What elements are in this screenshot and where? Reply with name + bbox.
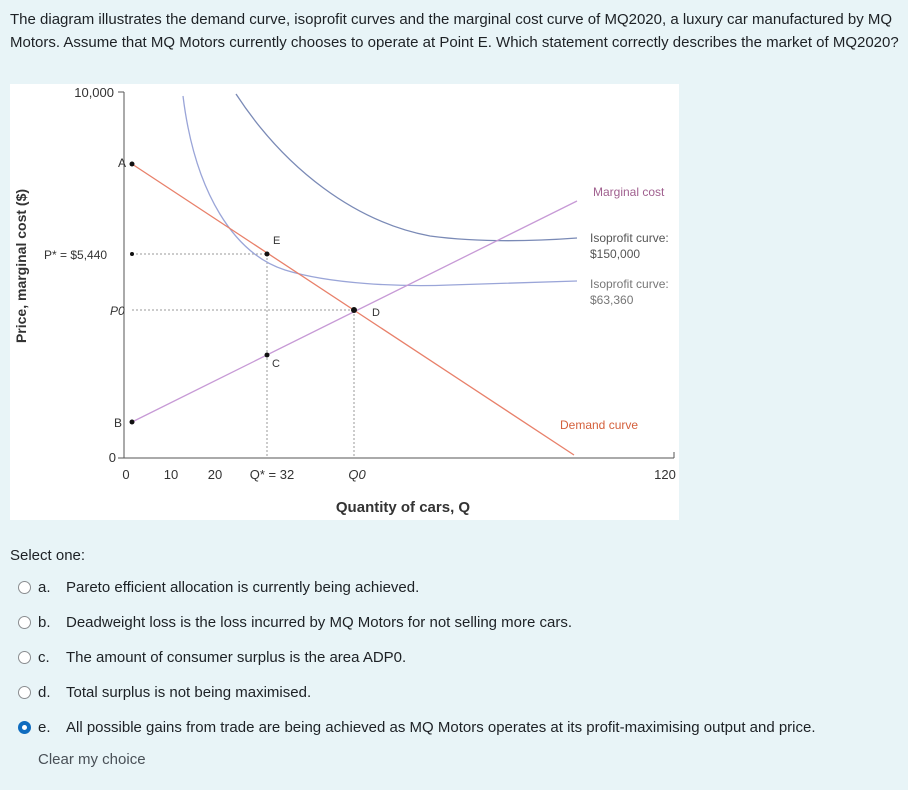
radio-button-c[interactable]	[18, 651, 31, 664]
radio-button-d[interactable]	[18, 686, 31, 699]
isoprofit-high-value: $150,000	[590, 247, 640, 261]
isoprofit-curve-high	[235, 93, 578, 242]
option-e-text: All possible gains from trade are being …	[66, 719, 816, 736]
radio-button-a[interactable]	[18, 581, 31, 594]
x-tick-q-star: Q* = 32	[250, 467, 294, 482]
answer-options: a. Pareto efficient allocation is curren…	[18, 570, 898, 745]
question-text: The diagram illustrates the demand curve…	[10, 11, 899, 51]
p0-label: P0	[110, 304, 125, 318]
point-e-label: E	[273, 235, 280, 247]
y-axis-label: Price, marginal cost ($)	[13, 189, 29, 343]
option-a-letter: a.	[38, 579, 51, 596]
select-one-label: Select one:	[10, 547, 86, 564]
point-d-label: D	[372, 307, 380, 319]
marginal-cost-label: Marginal cost	[593, 185, 665, 199]
radio-button-e[interactable]	[18, 721, 31, 734]
option-d-text: Total surplus is not being maximised.	[66, 684, 312, 701]
diagram-svg: Price, marginal cost ($) 10,000 0 A B E	[13, 85, 676, 516]
isoprofit-high-label: Isoprofit curve:	[590, 231, 669, 245]
p-star-label: P* = $5,440	[44, 248, 107, 262]
point-e-marker	[264, 251, 270, 257]
x-tick-q0: Q0	[348, 467, 366, 482]
point-a-marker	[129, 161, 135, 167]
option-a-text: Pareto efficient allocation is currently…	[66, 579, 420, 596]
option-c-letter: c.	[38, 649, 50, 666]
isoprofit-low-value: $63,360	[590, 293, 634, 307]
option-e-letter: e.	[38, 719, 51, 736]
x-tick-0: 0	[122, 467, 129, 482]
clear-choice-link[interactable]: Clear my choice	[38, 751, 146, 768]
y-tick-zero: 0	[109, 450, 116, 465]
economics-diagram: Price, marginal cost ($) 10,000 0 A B E	[10, 84, 679, 520]
demand-curve-label: Demand curve	[560, 418, 638, 432]
option-c-text: The amount of consumer surplus is the ar…	[66, 649, 407, 666]
x-tick-120: 120	[654, 467, 676, 482]
option-d-letter: d.	[38, 684, 51, 701]
x-tick-20: 20	[208, 467, 222, 482]
y-tick-top: 10,000	[74, 85, 114, 100]
point-a-label: A	[118, 156, 126, 170]
option-d[interactable]: d. Total surplus is not being maximised.	[18, 675, 898, 710]
point-c-label: C	[272, 358, 280, 370]
option-a[interactable]: a. Pareto efficient allocation is curren…	[18, 570, 898, 605]
x-tick-10: 10	[164, 467, 178, 482]
x-axis-label: Quantity of cars, Q	[336, 499, 471, 516]
option-b-text: Deadweight loss is the loss incurred by …	[66, 614, 573, 631]
point-c-marker	[264, 352, 270, 358]
option-b[interactable]: b. Deadweight loss is the loss incurred …	[18, 605, 898, 640]
option-c[interactable]: c. The amount of consumer surplus is the…	[18, 640, 898, 675]
radio-button-b[interactable]	[18, 616, 31, 629]
option-b-letter: b.	[38, 614, 51, 631]
point-b-label: B	[114, 416, 122, 430]
option-e[interactable]: e. All possible gains from trade are bei…	[18, 710, 898, 745]
p-star-marker	[130, 252, 134, 256]
point-b-marker	[129, 419, 135, 425]
point-d-marker	[351, 307, 357, 313]
isoprofit-curve-low	[182, 95, 578, 287]
isoprofit-low-label: Isoprofit curve:	[590, 277, 669, 291]
